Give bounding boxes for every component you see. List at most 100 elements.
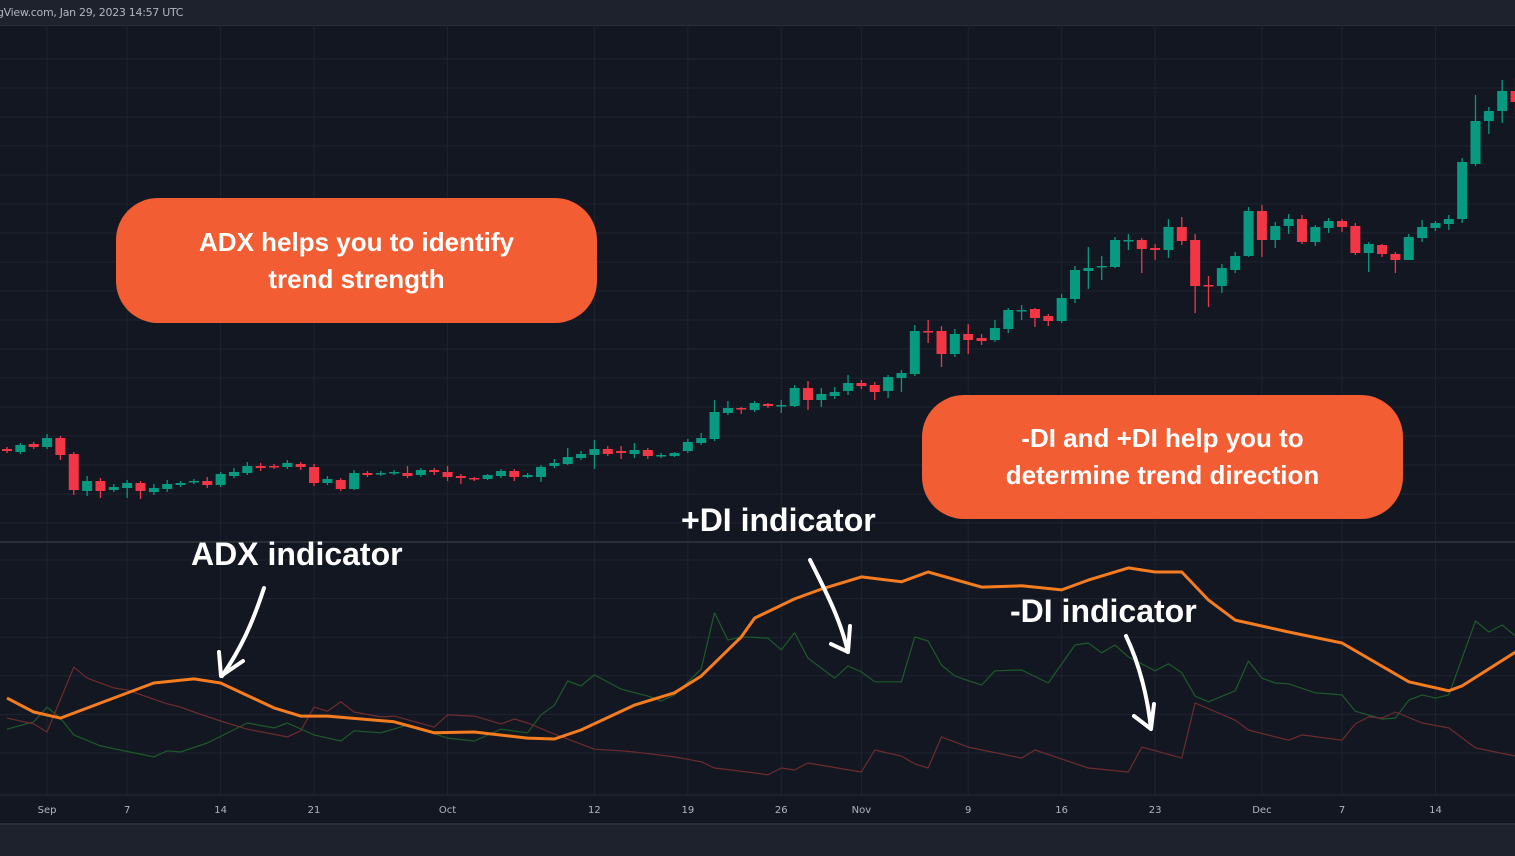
candle xyxy=(936,326,947,367)
di-callout: -DI and +DI help you to determine trend … xyxy=(922,395,1403,519)
candle xyxy=(309,464,320,486)
di-callout-line-1: -DI and +DI help you to xyxy=(1021,423,1304,453)
candle xyxy=(1056,294,1067,323)
candle-body xyxy=(536,467,546,477)
candle xyxy=(602,446,613,456)
candle-body xyxy=(122,483,133,488)
minus-di-arrow-icon xyxy=(1124,634,1156,731)
candle-body xyxy=(616,451,627,453)
candle xyxy=(482,474,493,480)
candle xyxy=(1083,247,1094,289)
candle xyxy=(669,452,680,457)
candle-body xyxy=(642,450,653,456)
x-tick-label: 23 xyxy=(1149,805,1162,816)
candle xyxy=(1043,314,1054,326)
candle xyxy=(616,446,627,459)
candle-body xyxy=(1150,248,1161,250)
candle xyxy=(122,480,133,498)
x-tick-label: 7 xyxy=(1339,805,1345,816)
candle xyxy=(1029,308,1040,327)
candle xyxy=(656,453,667,458)
candle-body xyxy=(883,377,894,391)
candle xyxy=(282,460,293,469)
x-tick-label: 12 xyxy=(588,805,601,816)
candle-body xyxy=(55,438,66,455)
candle-body xyxy=(415,470,426,475)
candle-body xyxy=(869,385,880,392)
candle xyxy=(215,472,226,487)
dmi-indicator-pane xyxy=(6,566,1515,776)
candle-body xyxy=(349,473,360,489)
candle-body xyxy=(28,444,39,447)
candle xyxy=(709,400,720,441)
candle xyxy=(1470,95,1481,166)
candle xyxy=(843,375,854,395)
candle xyxy=(776,400,787,413)
candle-body xyxy=(989,328,1000,340)
candle-body xyxy=(1136,240,1147,249)
candle-body xyxy=(722,408,733,413)
x-tick-label: 14 xyxy=(214,805,227,816)
candle xyxy=(909,325,920,376)
candle-body xyxy=(322,479,333,483)
x-tick-label: 19 xyxy=(681,805,694,816)
candle xyxy=(1457,158,1468,223)
candle xyxy=(1136,238,1147,273)
x-tick-label: Sep xyxy=(38,805,57,816)
adx-line xyxy=(6,566,1515,741)
candle-body xyxy=(509,471,520,477)
candle-body xyxy=(963,334,974,340)
candle-body xyxy=(495,471,506,476)
candle xyxy=(1070,266,1080,303)
candle-body xyxy=(1096,266,1107,268)
candle xyxy=(629,443,640,458)
candle-body xyxy=(576,454,587,458)
candle xyxy=(55,436,66,460)
candle xyxy=(1417,220,1428,242)
candle xyxy=(68,452,79,495)
candle-body xyxy=(629,450,640,454)
candle xyxy=(255,463,266,471)
candle-body xyxy=(68,454,79,490)
plus-di-line xyxy=(6,612,1515,758)
candle xyxy=(135,481,146,499)
candle-body xyxy=(803,388,813,400)
candle-body xyxy=(2,449,12,451)
candle-body xyxy=(108,487,119,490)
candle xyxy=(295,462,306,470)
candle xyxy=(576,451,587,460)
candle-body xyxy=(1123,240,1134,242)
candle-body xyxy=(909,331,920,374)
candle-body xyxy=(135,483,146,491)
candle xyxy=(269,464,279,469)
candle-body xyxy=(1016,310,1027,312)
candle xyxy=(589,440,600,469)
candle-body xyxy=(1417,227,1428,238)
candle-body xyxy=(1203,285,1214,287)
candle xyxy=(1150,244,1161,260)
candle xyxy=(1296,215,1307,244)
minus-di-line xyxy=(6,666,1515,776)
candle-body xyxy=(1296,219,1307,242)
candle xyxy=(722,401,733,415)
candle-body xyxy=(1216,268,1227,286)
candle xyxy=(1230,252,1241,273)
candle xyxy=(749,401,760,412)
candle-body xyxy=(402,473,413,476)
candle-body xyxy=(1043,316,1054,321)
candle-body xyxy=(896,373,907,378)
candle xyxy=(762,403,773,408)
x-tick-label: 21 xyxy=(308,805,321,816)
candle-body xyxy=(295,464,306,467)
candle-body xyxy=(682,442,693,451)
candle xyxy=(42,434,53,449)
candle xyxy=(1256,205,1267,257)
candle-body xyxy=(1176,227,1187,241)
candle xyxy=(95,478,106,498)
candle xyxy=(509,469,520,481)
candle-body xyxy=(362,473,373,475)
candle-body xyxy=(1323,221,1334,228)
time-axis[interactable]: Sep 7 14 21 Oct 12 19 26 Nov 9 16 23 Dec 7 14 xyxy=(38,805,1442,816)
candle-body xyxy=(1163,227,1174,250)
